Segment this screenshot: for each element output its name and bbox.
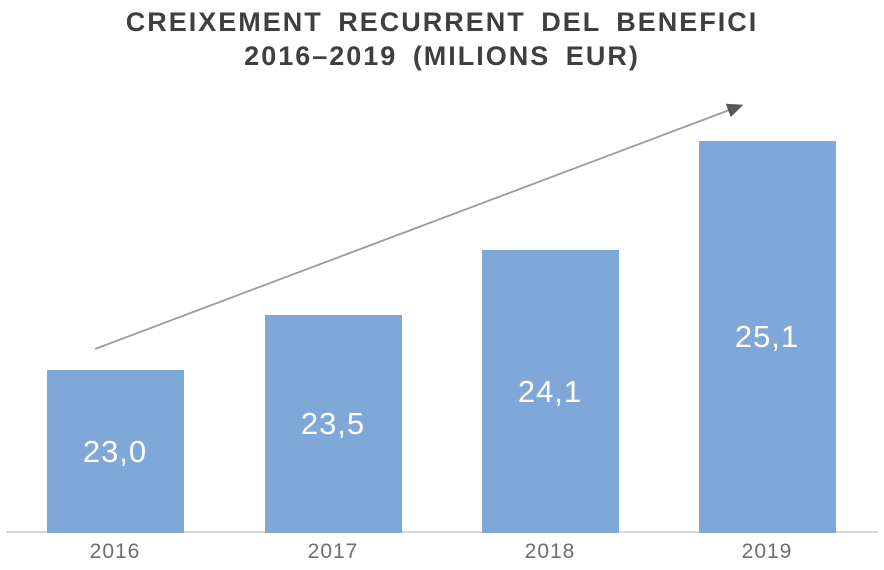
x-axis-label: 2017: [307, 540, 359, 563]
x-axis-line: [6, 531, 878, 533]
bar-value-label: 25,1: [734, 319, 800, 354]
x-axis-label: 2016: [89, 540, 141, 563]
chart-title-line2: 2016–2019 (MILIONS EUR): [244, 40, 640, 71]
bar-value-label: 23,5: [300, 406, 366, 441]
bar-2018: 24,1: [481, 250, 619, 533]
bar-value-label: 23,0: [82, 433, 148, 469]
bar-value-label: 24,1: [517, 373, 583, 409]
x-axis-label: 2018: [524, 540, 576, 563]
bar-2019: 25,1: [698, 141, 836, 533]
chart-title: CREIXEMENT RECURRENT DEL BENEFICI 2016–2…: [0, 6, 884, 74]
chart-title-line1: CREIXEMENT RECURRENT DEL BENEFICI: [125, 7, 759, 37]
x-axis-label: 2019: [741, 540, 793, 563]
bar-2016: 23,0: [46, 370, 184, 533]
bar-2017: 23,5: [264, 315, 402, 533]
